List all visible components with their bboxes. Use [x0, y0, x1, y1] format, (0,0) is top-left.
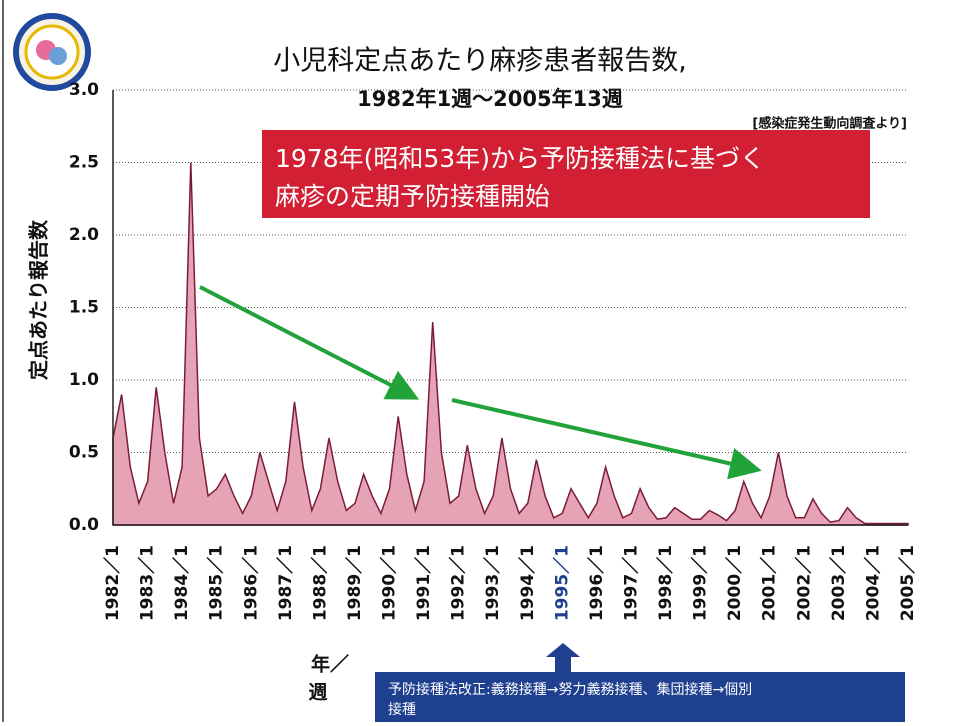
y-tick-label: 1.5 — [69, 298, 99, 318]
y-tick-label: 1.0 — [69, 370, 99, 390]
x-tick-label: 1986／1 — [240, 545, 261, 621]
x-tick-label: 1997／1 — [620, 545, 641, 621]
note-text: 予防接種法改正:義務接種→努力義務接種、集団接種→個別 — [388, 681, 752, 698]
note-text: 接種 — [388, 701, 416, 718]
annotation-text: 麻疹の定期予防接種開始 — [275, 182, 550, 211]
x-tick-label: 1998／1 — [655, 545, 676, 621]
source-note: [感染症発生動向調査より] — [752, 116, 907, 132]
y-axis-label: 定点あたり報告数 — [27, 219, 51, 380]
x-tick-label: 1996／1 — [586, 545, 607, 621]
plot-area: 0.0 0.5 1.0 1.5 2.0 2.5 3.0 1982／1 1983／1 1984／1 1… — [69, 80, 918, 621]
x-tick-label: 2000／1 — [724, 545, 745, 621]
x-tick-label: 1989／1 — [344, 545, 365, 621]
x-tick-label: 2003／1 — [828, 545, 849, 621]
x-tick-label: 1982／1 — [102, 545, 123, 621]
annotation-box — [262, 130, 870, 218]
x-tick-label: 1988／1 — [309, 545, 330, 621]
x-tick-label: 2002／1 — [793, 545, 814, 621]
x-tick-label: 2001／1 — [759, 545, 780, 621]
x-tick-label: 1984／1 — [171, 545, 192, 621]
note-arrow — [546, 643, 580, 672]
x-tick-label: 2005／1 — [897, 545, 918, 621]
chart-title: 小児科定点あたり麻疹患者報告数, — [273, 46, 687, 77]
x-tick-label: 1985／1 — [206, 545, 227, 621]
y-tick-label: 2.5 — [69, 153, 99, 173]
y-tick-label: 3.0 — [69, 80, 99, 100]
y-tick-label: 2.0 — [69, 225, 99, 245]
x-tick-label: 1991／1 — [413, 545, 434, 621]
x-tick-label: 2004／1 — [862, 545, 883, 621]
x-axis-label: 週 — [308, 682, 327, 704]
y-tick-label: 0.0 — [69, 515, 99, 535]
x-tick-label: 1999／1 — [690, 545, 711, 621]
annotation-text: 1978年(昭和53年)から予防接種法に基づく — [275, 144, 765, 173]
chart-subtitle: 1982年1週～2005年13週 — [357, 87, 623, 111]
logo — [13, 13, 91, 91]
x-tick-label: 1987／1 — [275, 545, 296, 621]
x-tick-label: 1983／1 — [137, 545, 158, 621]
y-tick-label: 0.5 — [69, 443, 99, 463]
area — [112, 162, 909, 526]
x-tick-label: 1995／1 — [551, 545, 572, 621]
x-tick-label: 1990／1 — [379, 545, 400, 621]
trend-arrows — [199, 285, 762, 480]
x-tick-label: 1994／1 — [517, 545, 538, 621]
x-axis-label: 年／ — [311, 653, 349, 676]
note-box — [375, 672, 905, 722]
x-tick-label: 1993／1 — [482, 545, 503, 621]
x-tick-label: 1992／1 — [448, 545, 469, 621]
